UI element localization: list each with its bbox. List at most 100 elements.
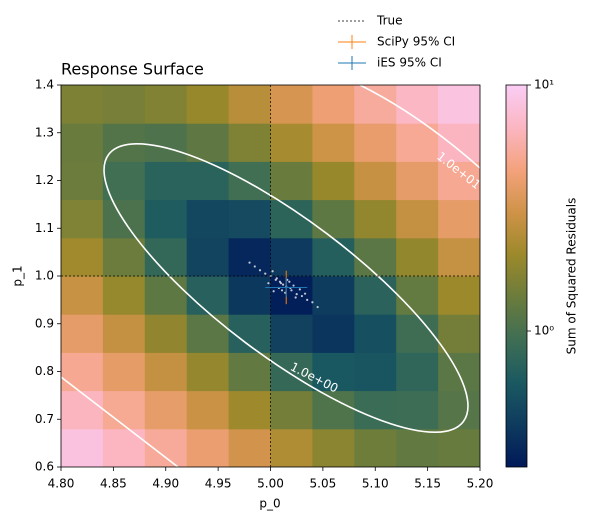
y-axis-label: p_1	[11, 265, 25, 286]
heatmap-cell	[102, 237, 146, 277]
heatmap-cell	[61, 123, 104, 162]
heatmap-cell	[438, 161, 480, 201]
heatmap-cell	[354, 352, 397, 392]
legend-label: SciPy 95% CI	[377, 35, 455, 49]
heatmap-cell	[186, 276, 230, 315]
heatmap-cell	[438, 276, 480, 315]
sample-point	[295, 293, 298, 296]
heatmap-cell	[396, 161, 439, 201]
heatmap-cell	[228, 276, 271, 315]
legend: True SciPy 95% CI iES 95% CI	[338, 14, 455, 70]
y-tick-label: 0.7	[35, 412, 54, 426]
heatmap-cell	[270, 161, 313, 201]
heatmap-cell	[61, 428, 104, 467]
heatmap-cell	[186, 85, 230, 124]
heatmap-cell	[186, 352, 230, 392]
heatmap-cell	[228, 428, 271, 467]
heatmap-cell	[144, 276, 188, 315]
colorbar	[505, 84, 528, 468]
sample-point	[306, 298, 309, 301]
heatmap-cell	[144, 199, 188, 239]
heatmap-cell	[438, 123, 480, 162]
chart-title: Response Surface	[61, 60, 204, 79]
heatmap-cell	[438, 85, 480, 124]
heatmap-cell	[438, 237, 480, 277]
sample-point	[288, 280, 291, 283]
heatmap-cell	[102, 123, 146, 162]
heatmap-cell	[228, 85, 271, 124]
heatmap-cell	[102, 352, 146, 392]
heatmap-cell	[438, 352, 480, 392]
y-tick-label: 1.4	[35, 78, 54, 92]
heatmap-cell	[61, 314, 104, 353]
colorbar-tick-label: 10¹	[534, 78, 554, 92]
heatmap-cell	[102, 85, 146, 124]
heatmap-cell	[186, 199, 230, 239]
heatmap-cell	[144, 352, 188, 392]
heatmap-cell	[228, 390, 271, 430]
heatmap-cell	[102, 199, 146, 239]
sample-point	[303, 292, 307, 295]
y-tick-label: 0.9	[35, 316, 54, 330]
heatmap-cell	[312, 123, 355, 162]
sample-point	[280, 289, 284, 292]
x-tick-label: 4.90	[152, 477, 179, 491]
heatmap-cell	[228, 161, 271, 201]
heatmap-cell	[61, 276, 104, 315]
x-tick-label: 4.80	[48, 477, 75, 491]
sample-point	[298, 288, 301, 291]
heatmap-cell	[312, 276, 355, 315]
heatmap-cell	[186, 314, 230, 353]
heatmap-cell	[228, 352, 271, 392]
heatmap-cell	[270, 85, 313, 124]
heatmap-cell	[228, 123, 271, 162]
y-tick-label: 0.8	[35, 364, 54, 378]
heatmap-cell	[102, 390, 146, 430]
heatmap-cell	[144, 428, 188, 467]
heatmap-cell	[312, 352, 355, 392]
heatmap	[61, 85, 480, 467]
heatmap-cell	[270, 276, 313, 315]
heatmap-cell	[228, 237, 271, 277]
heatmap-cell	[312, 161, 355, 201]
heatmap-cell	[102, 276, 146, 315]
x-tick-label: 5.10	[362, 477, 389, 491]
heatmap-cell	[186, 123, 230, 162]
heatmap-cell	[186, 237, 230, 277]
sample-point	[278, 280, 282, 283]
x-axis-label: p_0	[259, 497, 280, 511]
contour-line	[359, 85, 480, 169]
heatmap-cell	[396, 276, 439, 315]
heatmap-cell	[312, 237, 355, 277]
heatmap-cell	[186, 428, 230, 467]
heatmap-cell	[144, 85, 188, 124]
y-tick-label: 0.6	[35, 460, 54, 474]
heatmap-cell	[61, 161, 104, 201]
heatmap-cell	[144, 390, 188, 430]
heatmap-cell	[438, 314, 480, 353]
sample-point	[292, 284, 295, 287]
heatmap-cell	[270, 237, 313, 277]
colorbar-label: Sum of Squared Residuals	[565, 198, 579, 355]
sample-point	[275, 277, 278, 280]
heatmap-cell	[354, 85, 397, 124]
x-tick-label: 5.05	[310, 477, 337, 491]
heatmap-cell	[186, 390, 230, 430]
heatmap-cell	[270, 123, 313, 162]
sample-point	[311, 301, 314, 304]
heatmap-cell	[396, 237, 439, 277]
sample-point	[267, 282, 270, 285]
heatmap-cell	[438, 390, 480, 430]
heatmap-cell	[354, 276, 397, 315]
heatmap-cell	[438, 428, 480, 467]
x-tick-label: 5.00	[257, 477, 284, 491]
sample-point	[290, 289, 293, 292]
heatmap-cell	[102, 314, 146, 353]
y-tick-label: 1.0	[35, 269, 54, 283]
y-tick-label: 1.3	[35, 125, 54, 139]
heatmap-cell	[61, 390, 104, 430]
heatmap-cell	[144, 314, 188, 353]
heatmap-cell	[354, 123, 397, 162]
heatmap-cell	[396, 85, 439, 124]
